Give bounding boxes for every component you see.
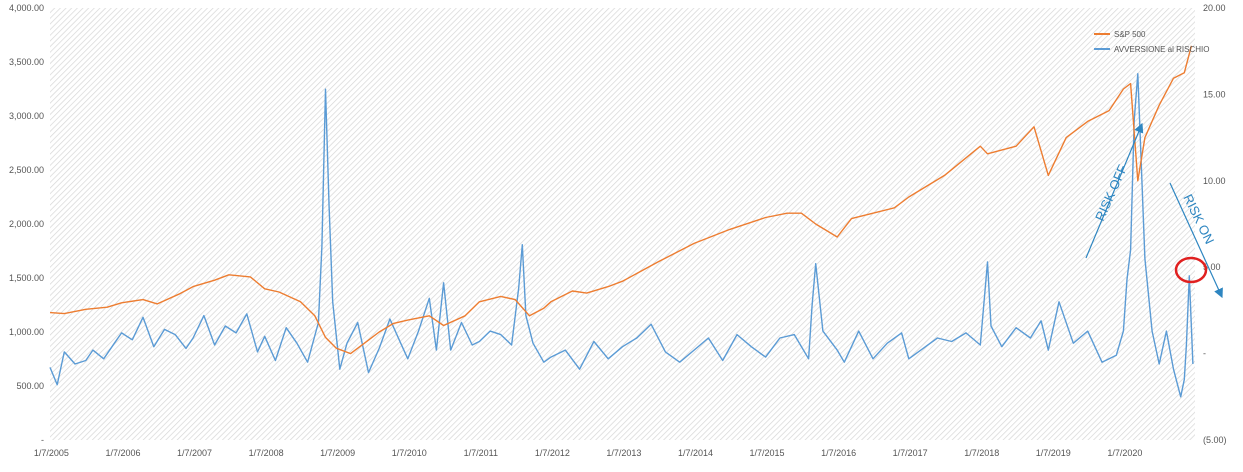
right-axis-tick-label: -: [1203, 349, 1206, 359]
risk-aversion-line: [49, 73, 1194, 398]
highlight-circle: [1174, 256, 1208, 284]
left-axis-tick-label: 2,500.00: [9, 165, 44, 175]
x-axis-tick-label: 1/7/2010: [392, 448, 427, 458]
left-axis-tick-label: -: [41, 435, 44, 445]
risk-on-arrow: [1169, 182, 1223, 299]
x-axis-tick-label: 1/7/2005: [34, 448, 69, 458]
x-axis-tick-label: 1/7/2017: [893, 448, 928, 458]
right-axis-tick-label: 5.00: [1203, 262, 1221, 272]
right-axis-tick-label: 10.00: [1203, 176, 1226, 186]
x-axis-tick-label: 1/7/2018: [964, 448, 999, 458]
plot-area: [50, 8, 1195, 440]
left-axis-tick-label: 3,000.00: [9, 111, 44, 121]
left-axis-ticks: - 500.00 1,000.00 1,500.00 2,000.00 2,500.00 3…: [9, 3, 44, 445]
risk-off-arrow: [1085, 122, 1144, 259]
x-axis-tick-label: 1/7/2007: [177, 448, 212, 458]
x-axis-tick-label: 1/7/2016: [821, 448, 856, 458]
right-axis-tick-label: 15.00: [1203, 89, 1226, 99]
legend: S&P 500 AVVERSIONE al RISCHIO: [1094, 30, 1209, 54]
x-axis-tick-label: 1/7/2013: [606, 448, 641, 458]
left-axis-tick-label: 1,500.00: [9, 273, 44, 283]
x-axis-tick-label: 1/7/2011: [464, 448, 498, 458]
x-axis-tick-label: 1/7/2006: [105, 448, 140, 458]
right-axis-tick-label: (5.00): [1203, 435, 1227, 445]
x-axis-tick-label: 1/7/2008: [249, 448, 284, 458]
series-lines: [49, 45, 1194, 398]
sp500-line: [49, 45, 1193, 355]
left-axis-tick-label: 4,000.00: [9, 3, 44, 13]
legend-label: S&P 500: [1114, 30, 1146, 39]
left-axis-tick-label: 500.00: [16, 381, 44, 391]
x-axis-tick-label: 1/7/2019: [1036, 448, 1071, 458]
x-axis-tick-label: 1/7/2012: [535, 448, 570, 458]
legend-label: AVVERSIONE al RISCHIO: [1114, 45, 1209, 54]
right-axis-ticks: (5.00) - 5.00 10.00 15.00 20.00: [1203, 3, 1227, 445]
left-axis-tick-label: 2,000.00: [9, 219, 44, 229]
right-axis-tick-label: 20.00: [1203, 3, 1226, 13]
left-axis-tick-label: 3,500.00: [9, 57, 44, 67]
x-axis-tick-label: 1/7/2014: [678, 448, 713, 458]
x-axis-tick-label: 1/7/2009: [320, 448, 355, 458]
left-axis-tick-label: 1,000.00: [9, 327, 44, 337]
x-axis-tick-label: 1/7/2015: [750, 448, 785, 458]
x-axis-ticks: 1/7/2005 1/7/2006 1/7/2007 1/7/2008 1/7/2009…: [34, 448, 1142, 458]
x-axis-tick-label: 1/7/2020: [1107, 448, 1142, 458]
